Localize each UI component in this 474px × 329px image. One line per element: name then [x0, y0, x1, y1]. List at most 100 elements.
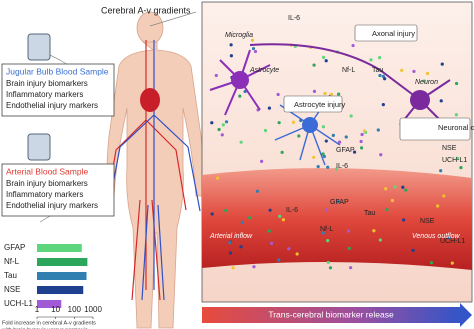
dot: [359, 139, 363, 144]
dot: [268, 208, 272, 212]
dot: [269, 241, 274, 245]
bar: [37, 286, 84, 294]
label-box: [354, 24, 418, 42]
body: [106, 11, 204, 329]
bar: [37, 244, 82, 252]
dot: [220, 133, 224, 137]
bar: [37, 300, 62, 308]
bar: [37, 258, 88, 266]
panel-label: NSE: [442, 145, 457, 152]
dot: [291, 120, 296, 124]
panel-label: Venous outflow: [412, 233, 461, 240]
bar-label: NSE: [4, 285, 20, 294]
panel-label: Tau: [372, 67, 383, 74]
chart-caption: Fold increase in cerebral A-v gradients: [2, 320, 96, 326]
panel-label: Neuron: [415, 79, 438, 86]
dot: [404, 188, 408, 192]
dot: [321, 55, 326, 59]
dot: [359, 146, 364, 150]
dot: [312, 89, 317, 93]
bar-label: Nf-L: [4, 257, 20, 266]
arterial-title: Arterial Blood Sample: [6, 166, 88, 176]
panel-label: UCH-L1: [442, 157, 467, 164]
release-arrow: [202, 307, 460, 323]
dot: [376, 128, 380, 132]
dot: [442, 194, 446, 198]
panel-label: Astrocyte injury: [294, 100, 346, 109]
dot: [210, 212, 214, 216]
dot: [390, 198, 395, 203]
panel-label: GFAP: [336, 147, 355, 154]
dot: [277, 258, 281, 262]
dot: [263, 128, 268, 133]
dot: [401, 185, 405, 189]
bar-chart: GFAP Nf-L Tau NSE UCH-L11 10 100 1000 Fold incre…: [1, 243, 102, 329]
dot: [278, 214, 282, 218]
dot: [295, 252, 299, 256]
dot: [455, 156, 460, 160]
x-tick-label: 100: [68, 305, 82, 314]
dot: [381, 102, 385, 107]
dot: [336, 200, 340, 204]
panel-label: Tau: [364, 210, 375, 217]
panel-label: IL-6: [336, 163, 348, 170]
dot: [239, 245, 243, 249]
dot: [322, 154, 326, 159]
dot: [337, 140, 342, 144]
dot: [224, 208, 228, 213]
dot: [287, 247, 291, 251]
dot: [329, 92, 334, 96]
bar-label: UCH-L1: [4, 299, 33, 308]
dot: [378, 73, 382, 78]
dot: [229, 54, 233, 58]
label-box: [283, 95, 343, 113]
dot: [280, 150, 284, 154]
dot: [248, 216, 252, 220]
dot: [351, 43, 355, 48]
dot: [321, 125, 326, 129]
dot: [255, 189, 260, 193]
bar-label: Tau: [4, 271, 17, 280]
dot: [229, 43, 233, 47]
panel-label: UCH-L1: [440, 238, 465, 245]
dot: [454, 81, 459, 86]
jugular-item: Brain injury biomarkers: [6, 79, 88, 88]
dot: [411, 248, 415, 252]
dot: [281, 218, 285, 222]
syringe: [27, 33, 51, 161]
dot: [360, 132, 364, 137]
arterial-item: Endothelial injury markers: [6, 201, 98, 210]
panel-label: Nf-L: [342, 67, 355, 74]
dot: [276, 92, 280, 97]
dot: [312, 63, 316, 67]
dot: [221, 123, 225, 127]
chart-caption: with brain hypoxia versus normoxia: [1, 327, 89, 329]
arterial-item: Inflammatory markers: [6, 190, 83, 199]
panel-label: Astrocyte: [249, 67, 279, 74]
arrow-label: Trans-cerebral biomarker release: [268, 309, 394, 319]
dot: [210, 121, 214, 125]
dot: [231, 266, 235, 270]
label-box: [399, 117, 471, 141]
dot: [337, 92, 341, 96]
dot: [277, 121, 281, 125]
dot: [324, 59, 328, 63]
dot: [422, 79, 426, 83]
panel-label: IL-6: [286, 207, 298, 214]
dot: [267, 106, 272, 110]
dot: [379, 153, 383, 157]
dot: [412, 69, 416, 74]
jugular-item: Inflammatory markers: [6, 90, 83, 99]
dot: [378, 238, 382, 242]
dot: [253, 49, 258, 54]
panel-label: Arterial inflow: [209, 233, 253, 240]
vessel: [202, 168, 472, 270]
dot: [321, 231, 325, 235]
dot: [328, 266, 333, 270]
dot: [326, 165, 330, 169]
jugular-title: Jugular Bulb Blood Sample: [6, 66, 109, 76]
dot: [252, 265, 256, 269]
dot: [372, 229, 376, 233]
dot: [349, 114, 353, 118]
